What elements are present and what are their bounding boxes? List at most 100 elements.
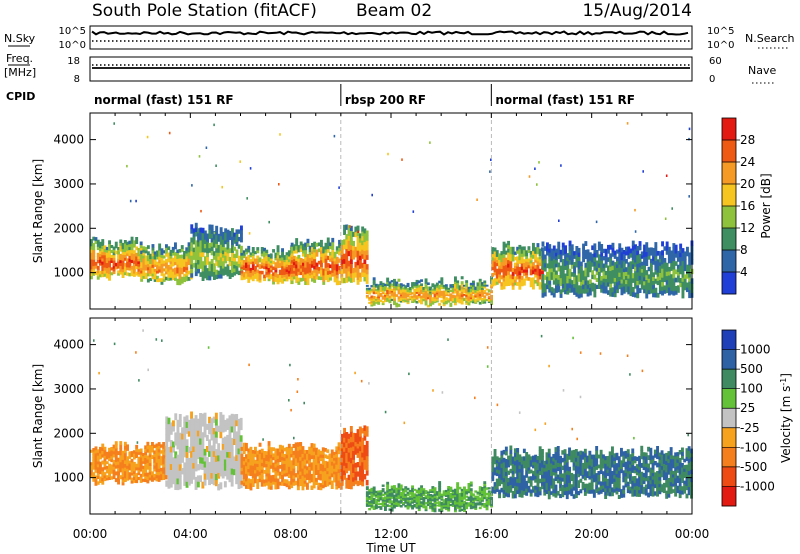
velocity-cell (99, 452, 102, 457)
velocity-cell (511, 477, 515, 482)
velocity-cell (433, 505, 437, 509)
power-cell (324, 270, 328, 274)
power-cell (92, 246, 96, 251)
power-cell (618, 272, 622, 277)
power-outlier (239, 160, 241, 163)
velocity-cell (203, 473, 207, 480)
power-cell (435, 292, 439, 295)
power-cell (121, 242, 125, 247)
power-cell (231, 272, 234, 278)
velocity-cell (201, 463, 205, 470)
velocity-cell (411, 506, 414, 510)
power-cell (435, 287, 439, 290)
velocity-cell (422, 498, 426, 502)
power-outlier (671, 207, 673, 210)
power-cell (206, 248, 209, 254)
power-cell (522, 265, 526, 270)
power-cell (349, 239, 353, 246)
velocity-cell (112, 453, 116, 458)
velocity-cell (167, 458, 171, 466)
power-cell (647, 247, 651, 252)
power-cell (219, 273, 223, 279)
power-cell (358, 250, 362, 256)
power-cell (500, 268, 504, 273)
power-cell (474, 292, 478, 295)
power-cell (552, 254, 556, 259)
power-cell (402, 294, 405, 297)
power-cell (404, 286, 408, 289)
power-cell (509, 250, 513, 255)
power-cell (483, 295, 487, 298)
power-cell (568, 278, 572, 284)
power-cell (636, 271, 640, 277)
power-cell (317, 270, 321, 274)
velocity-cell (333, 451, 336, 456)
power-cell (295, 260, 299, 265)
velocity-cell (377, 493, 381, 496)
velocity-cell (449, 496, 453, 499)
velocity-cell (478, 506, 482, 510)
velocity-cell (402, 488, 405, 491)
velocity-cell (114, 447, 118, 452)
velocity-cell (474, 507, 478, 510)
power-cell (142, 260, 146, 265)
velocity-cell (162, 442, 166, 446)
power-cell (112, 254, 116, 258)
velocity-cell (438, 496, 442, 500)
velocity-cell (214, 455, 218, 462)
power-cell (103, 260, 107, 265)
velocity-cell (335, 450, 339, 455)
power-cell (231, 248, 234, 253)
power-cell (420, 285, 423, 288)
velocity-cell (386, 494, 390, 497)
power-cell (561, 287, 565, 293)
velocity-cell (431, 488, 435, 491)
velocity-cell (345, 432, 349, 438)
power-cell (491, 253, 495, 258)
velocity-cell (326, 449, 330, 453)
velocity-cell (117, 480, 120, 485)
power-cell (276, 261, 280, 265)
velocity-cell (386, 492, 390, 495)
velocity-cell (240, 480, 244, 485)
velocity-cell (185, 481, 189, 488)
velocity-cell (290, 484, 294, 489)
power-cell (593, 283, 597, 289)
velocity-cell (424, 491, 428, 495)
power-cell (249, 254, 253, 258)
power-cell (285, 256, 289, 260)
power-cell (149, 270, 153, 274)
power-cell (217, 263, 221, 268)
velocity-cell (260, 452, 264, 457)
power-cell (146, 251, 150, 255)
power-cell (247, 270, 251, 274)
power-cell (511, 268, 515, 273)
velocity-cell (251, 456, 255, 460)
power-cell (491, 279, 495, 284)
velocity-cell (121, 462, 125, 466)
power-cell (447, 291, 451, 294)
velocity-cell (402, 497, 405, 500)
velocity-cell (447, 506, 451, 510)
power-cell (315, 262, 319, 267)
power-cell (356, 250, 360, 256)
velocity-cell (415, 505, 419, 508)
velocity-cell (384, 497, 387, 501)
power-cell (304, 256, 308, 261)
power-cell (208, 266, 212, 272)
power-cell (654, 251, 658, 257)
velocity-cell (435, 504, 439, 507)
velocity-cell (112, 463, 116, 467)
velocity-cell (352, 459, 355, 465)
power-cell (272, 272, 275, 276)
velocity-cell (420, 504, 423, 508)
velocity-cell (399, 486, 403, 489)
velocity-cell (411, 497, 414, 500)
velocity-cell (103, 449, 107, 453)
velocity-cell (422, 488, 426, 491)
power-cell (237, 270, 241, 276)
velocity-cell (217, 454, 221, 462)
power-cell (516, 275, 520, 280)
velocity-cell (317, 459, 321, 464)
